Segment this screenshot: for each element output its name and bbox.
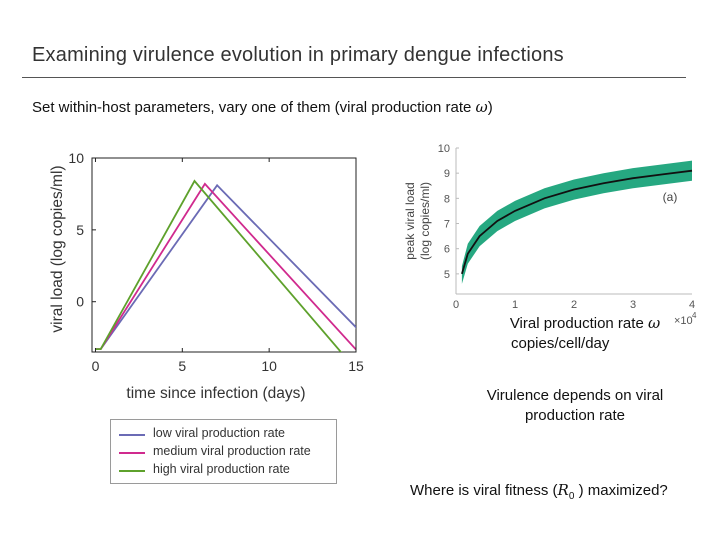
legend-label-high: high viral production rate	[153, 462, 290, 476]
left-plot-frame	[91, 157, 357, 353]
virulence-line-2: production rate	[524, 407, 626, 424]
title-divider	[22, 77, 686, 78]
production-rate-line: Viral production rate ω	[470, 313, 700, 334]
right-y-axis-label-2: (log copies/ml)	[418, 182, 432, 260]
r-nought-subscript: 0	[568, 491, 575, 502]
legend-swatch-low	[119, 434, 145, 436]
x-tick-label-1: 5	[178, 358, 186, 374]
chart-legend: low viral production rate medium viral p…	[110, 419, 337, 484]
right-plot-area	[456, 148, 692, 294]
legend-label-low: low viral production rate	[153, 426, 286, 440]
peak-load-line	[461, 169, 693, 275]
production-rate-label: Viral production rate	[509, 315, 644, 332]
r-nought-symbol: R	[557, 481, 569, 499]
slide-title: Examining virulence evolution in primary…	[32, 44, 564, 66]
right-y-tick-label-1: 6	[444, 244, 450, 256]
right-x-tick-label-2: 2	[571, 299, 577, 311]
legend-swatch-medium	[119, 452, 145, 454]
fitness-prefix: Where is viral fitness (	[410, 482, 558, 499]
legend-label-medium: medium viral production rate	[153, 444, 311, 458]
panel-label: (a)	[663, 190, 678, 204]
series-line-high	[95, 179, 343, 352]
series-line-low	[95, 183, 356, 351]
omega-symbol: ω	[475, 98, 488, 116]
y-tick-label-1: 5	[76, 222, 84, 238]
subtitle-prefix: Set within-host parameters, vary one of …	[32, 99, 476, 116]
y-tick-label-2: 10	[68, 150, 84, 166]
slide-subtitle: Set within-host parameters, vary one of …	[32, 98, 493, 116]
virulence-caption: Virulence depends on viral production ra…	[460, 386, 690, 426]
series-line-medium	[95, 182, 356, 351]
right-y-tick-label-0: 5	[444, 269, 450, 281]
virulence-line-1: Virulence depends on viral	[486, 387, 664, 404]
x-axis-label: time since infection (days)	[126, 385, 305, 402]
fitness-suffix: ) maximized?	[574, 482, 668, 499]
y-axis-label: viral load (log copies/ml)	[49, 165, 66, 332]
production-rate-omega: ω	[647, 314, 661, 332]
right-x-tick-label-3: 3	[630, 299, 636, 311]
right-x-tick-label-0: 0	[453, 299, 459, 311]
x-tick-label-3: 15	[348, 358, 364, 374]
production-rate-caption: Viral production rate ω copies/cell/day	[470, 313, 700, 354]
right-y-tick-label-4: 9	[444, 168, 450, 180]
subtitle-suffix: )	[487, 99, 493, 116]
right-y-tick-label-2: 7	[444, 219, 450, 231]
right-y-tick-label-3: 8	[444, 193, 450, 205]
right-y-tick-label-5: 10	[438, 143, 450, 155]
x-tick-label-2: 10	[261, 358, 277, 374]
fitness-question: Where is viral fitness (R0 ) maximized?	[400, 480, 710, 507]
confidence-band	[461, 160, 692, 284]
right-x-tick-label-1: 1	[512, 299, 518, 311]
legend-swatch-high	[119, 470, 145, 472]
right-y-axis-label-1: peak viral load	[403, 182, 417, 259]
y-tick-label-0: 0	[76, 294, 84, 310]
x-tick-label-0: 0	[92, 358, 100, 374]
production-rate-units: copies/cell/day	[511, 335, 610, 352]
right-x-tick-label-4: 4	[689, 299, 695, 311]
